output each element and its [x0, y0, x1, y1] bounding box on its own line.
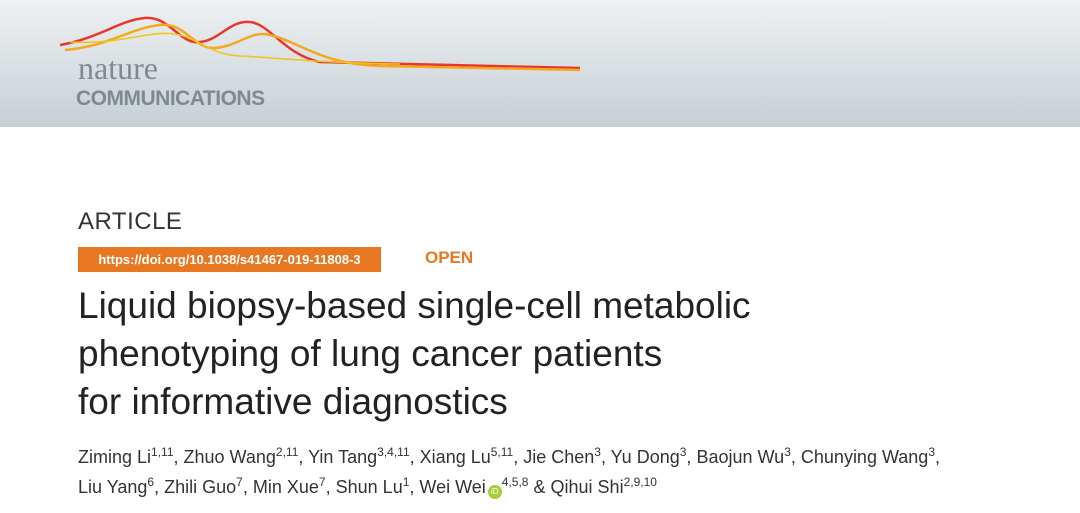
author-affiliation: 6: [147, 475, 155, 489]
author-name[interactable]: Qihui Shi: [550, 477, 624, 497]
article-type: ARTICLE: [78, 208, 183, 235]
author-affiliation: 3,4,11: [377, 445, 410, 459]
author-separator: ,: [513, 447, 519, 467]
author-list: Ziming Li1,11, Zhuo Wang2,11, Yin Tang3,…: [78, 442, 940, 502]
author-name[interactable]: Jie Chen: [523, 447, 595, 467]
author-name[interactable]: Chunying Wang: [800, 447, 929, 467]
author-separator: ,: [790, 447, 796, 467]
author-name[interactable]: Zhuo Wang: [183, 447, 276, 467]
article-title: Liquid biopsy-based single-cell metaboli…: [78, 282, 751, 426]
author-affiliation: 3: [679, 445, 687, 459]
title-line: for informative diagnostics: [78, 381, 508, 422]
author-separator: ,: [325, 477, 331, 497]
author-affiliation: 5,11: [490, 445, 514, 459]
author-name[interactable]: Zhili Guo: [164, 477, 237, 497]
author-separator: ,: [409, 447, 415, 467]
doi-link[interactable]: https://doi.org/10.1038/s41467-019-11808…: [78, 247, 381, 272]
author-separator: ,: [242, 477, 248, 497]
journal-name: nature: [78, 50, 158, 86]
author-line: Ziming Li1,11, Zhuo Wang2,11, Yin Tang3,…: [78, 442, 940, 472]
author-separator: ,: [154, 477, 160, 497]
author-affiliation: 7: [318, 475, 326, 489]
journal-banner: nature COMMUNICATIONS: [0, 0, 1080, 127]
author-name[interactable]: Liu Yang: [78, 477, 148, 497]
author-affiliation: 7: [236, 475, 243, 489]
author-affiliation: 3: [594, 445, 601, 459]
author-separator: ,: [935, 447, 941, 467]
author-name[interactable]: Baojun Wu: [696, 447, 785, 467]
author-affiliation: 3: [784, 445, 791, 459]
author-name[interactable]: Shun Lu: [335, 477, 403, 497]
title-line: Liquid biopsy-based single-cell metaboli…: [78, 285, 751, 326]
author-affiliation: 1,11: [151, 445, 174, 459]
author-separator: ,: [173, 447, 179, 467]
author-name[interactable]: Yu Dong: [610, 447, 680, 467]
author-separator: ,: [686, 447, 692, 467]
author-affiliation: 3: [928, 445, 935, 459]
orcid-icon: iD: [487, 485, 502, 499]
author-name[interactable]: Xiang Lu: [419, 447, 491, 467]
author-name[interactable]: Ziming Li: [78, 447, 152, 467]
author-affiliation: 1: [402, 475, 410, 489]
author-separator: ,: [298, 447, 304, 467]
journal-name: COMMUNICATIONS: [76, 87, 265, 110]
open-access-label: OPEN: [425, 248, 474, 267]
author-line: Liu Yang6, Zhili Guo7, Min Xue7, Shun Lu…: [78, 472, 940, 502]
author-affiliation: 2,11: [275, 445, 299, 459]
author-name[interactable]: Min Xue: [252, 477, 319, 497]
author-separator: &: [533, 477, 546, 497]
author-name[interactable]: Wei Wei: [419, 477, 486, 497]
author-affiliation: 2,9,10: [623, 475, 657, 489]
logo-waves: [59, 16, 581, 72]
author-separator: ,: [409, 477, 415, 497]
author-name[interactable]: Yin Tang: [308, 447, 378, 467]
author-affiliation: 4,5,8: [501, 475, 529, 489]
title-line: phenotyping of lung cancer patients: [78, 333, 663, 374]
author-separator: ,: [600, 447, 606, 467]
